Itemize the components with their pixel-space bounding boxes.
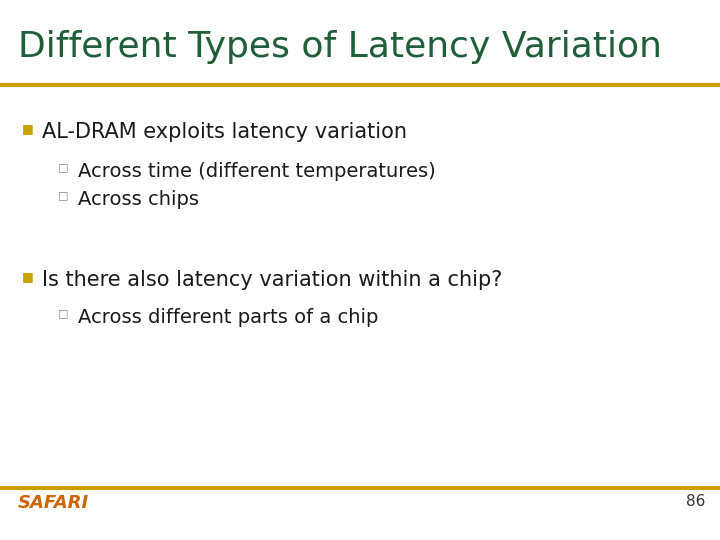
Text: ■: ■ [22, 122, 34, 135]
Text: Across different parts of a chip: Across different parts of a chip [78, 308, 379, 327]
Text: □: □ [58, 190, 68, 200]
Text: SAFARI: SAFARI [18, 494, 89, 512]
Text: □: □ [58, 162, 68, 172]
Text: Is there also latency variation within a chip?: Is there also latency variation within a… [42, 270, 503, 290]
Text: Different Types of Latency Variation: Different Types of Latency Variation [18, 30, 662, 64]
Text: 86: 86 [685, 494, 705, 509]
Text: Across chips: Across chips [78, 190, 199, 209]
Text: ■: ■ [22, 270, 34, 283]
Text: Across time (different temperatures): Across time (different temperatures) [78, 162, 436, 181]
Text: □: □ [58, 308, 68, 318]
Text: AL-DRAM exploits latency variation: AL-DRAM exploits latency variation [42, 122, 407, 142]
